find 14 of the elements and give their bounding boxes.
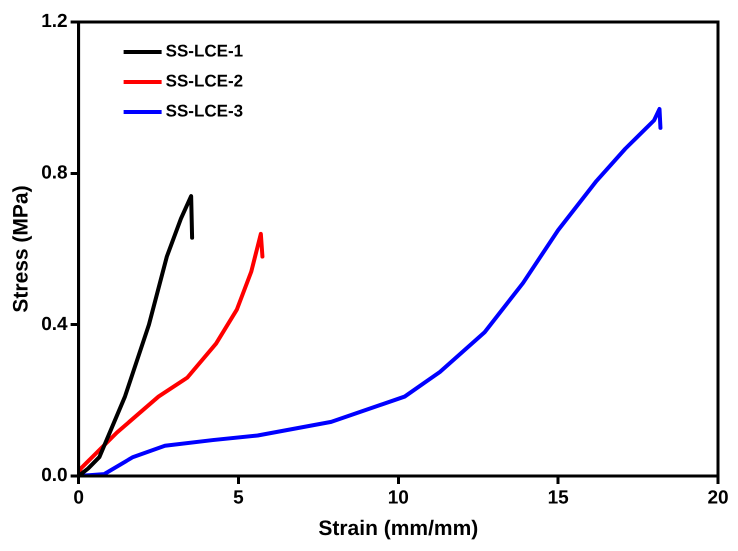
y-tick-label: 0.4 bbox=[41, 314, 68, 335]
y-tick-label: 0.8 bbox=[41, 162, 68, 184]
x-tick-label: 15 bbox=[548, 488, 570, 509]
x-tick-label: 5 bbox=[233, 488, 244, 509]
legend-label: SS-LCE-2 bbox=[166, 72, 244, 91]
legend-label: SS-LCE-3 bbox=[166, 102, 244, 121]
y-axis-title: Stress (MPa) bbox=[9, 185, 32, 313]
legend-label: SS-LCE-1 bbox=[166, 42, 244, 61]
y-tick-label: 0.0 bbox=[41, 465, 68, 486]
x-tick-label: 20 bbox=[707, 488, 729, 509]
y-tick-label: 1.2 bbox=[41, 11, 68, 32]
x-tick-label: 10 bbox=[388, 488, 409, 509]
x-tick-label: 0 bbox=[73, 488, 84, 509]
x-axis-title: Strain (mm/mm) bbox=[318, 517, 478, 540]
